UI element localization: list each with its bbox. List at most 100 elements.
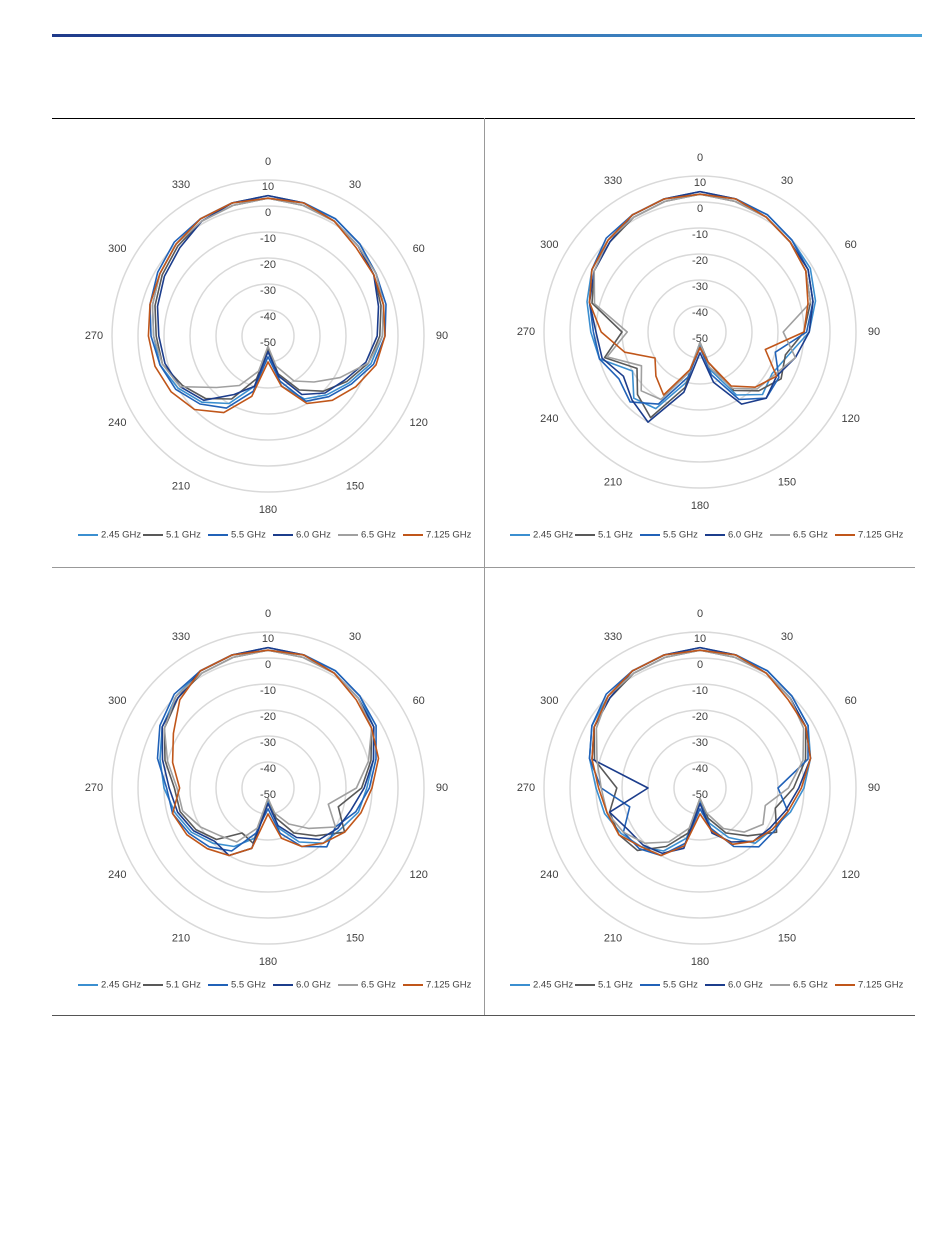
- legend-label: 5.5 GHz: [231, 530, 266, 541]
- series-line: [149, 194, 387, 409]
- theta-tick-label: 90: [436, 330, 448, 342]
- theta-tick-label: 210: [604, 933, 622, 945]
- legend-label: 5.1 GHz: [166, 530, 201, 541]
- r-tick-label: -30: [260, 737, 276, 749]
- r-tick-label: -10: [260, 685, 276, 697]
- grid-ring: [111, 631, 425, 945]
- r-tick-label: -50: [260, 337, 276, 349]
- theta-tick-label: 150: [346, 481, 364, 493]
- legend-label: 5.1 GHz: [598, 980, 633, 991]
- series-line: [588, 646, 809, 857]
- theta-tick-label: 330: [172, 179, 190, 191]
- theta-tick-label: 90: [868, 326, 880, 338]
- theta-tick-label: 330: [172, 631, 190, 643]
- theta-tick-label: 270: [517, 326, 535, 338]
- theta-tick-label: 300: [108, 243, 126, 255]
- grid-ring: [647, 279, 753, 385]
- legend-label: 6.5 GHz: [361, 980, 396, 991]
- theta-tick-label: 90: [868, 782, 880, 794]
- legend-label: 6.5 GHz: [793, 980, 828, 991]
- theta-tick-label: 30: [781, 175, 793, 187]
- legend-label: 7.125 GHz: [858, 530, 904, 541]
- theta-tick-label: 90: [436, 782, 448, 794]
- grid-ring: [137, 657, 399, 919]
- theta-tick-label: 0: [265, 608, 271, 620]
- r-tick-label: -30: [692, 737, 708, 749]
- r-tick-label: 0: [265, 207, 271, 219]
- grid-ring: [569, 657, 831, 919]
- header-rule: [52, 34, 922, 37]
- r-tick-label: 10: [262, 181, 274, 193]
- theta-tick-label: 180: [259, 956, 277, 968]
- legend-label: 5.1 GHz: [598, 530, 633, 541]
- theta-tick-label: 120: [410, 417, 428, 429]
- r-tick-label: 0: [697, 203, 703, 215]
- r-tick-label: -10: [692, 229, 708, 241]
- r-tick-label: 0: [697, 659, 703, 671]
- series-line: [591, 649, 812, 857]
- theta-tick-label: 150: [778, 477, 796, 489]
- theta-tick-label: 120: [842, 869, 860, 881]
- theta-tick-label: 240: [108, 417, 126, 429]
- grid-ring: [189, 709, 347, 867]
- legend-label: 6.0 GHz: [296, 980, 331, 991]
- r-tick-label: -30: [260, 285, 276, 297]
- series-line: [171, 649, 380, 857]
- theta-tick-label: 30: [349, 179, 361, 191]
- series-line: [147, 197, 386, 414]
- r-tick-label: -40: [692, 307, 708, 319]
- theta-tick-label: 180: [259, 504, 277, 516]
- theta-tick-label: 330: [604, 175, 622, 187]
- legend-label: 6.5 GHz: [793, 530, 828, 541]
- r-tick-label: 10: [262, 633, 274, 645]
- theta-tick-label: 300: [540, 239, 558, 251]
- theta-tick-label: 270: [85, 330, 103, 342]
- legend-label: 2.45 GHz: [533, 980, 573, 991]
- theta-tick-label: 0: [265, 156, 271, 168]
- legend-label: 6.0 GHz: [296, 530, 331, 541]
- r-tick-label: 10: [694, 177, 706, 189]
- theta-tick-label: 60: [413, 695, 425, 707]
- legend-label: 6.0 GHz: [728, 530, 763, 541]
- legend-label: 5.5 GHz: [663, 980, 698, 991]
- legend-label: 2.45 GHz: [533, 530, 573, 541]
- theta-tick-label: 150: [346, 933, 364, 945]
- r-tick-label: -20: [260, 259, 276, 271]
- legend-label: 5.5 GHz: [663, 530, 698, 541]
- legend-label: 2.45 GHz: [101, 530, 141, 541]
- r-tick-label: -40: [260, 763, 276, 775]
- theta-tick-label: 60: [845, 695, 857, 707]
- theta-tick-label: 240: [540, 413, 558, 425]
- theta-tick-label: 240: [540, 869, 558, 881]
- grid-ring: [163, 231, 373, 441]
- series-line: [156, 194, 380, 402]
- r-tick-label: -10: [260, 233, 276, 245]
- theta-tick-label: 210: [604, 477, 622, 489]
- legend-label: 5.5 GHz: [231, 980, 266, 991]
- grid-ring: [111, 179, 425, 493]
- theta-tick-label: 150: [778, 933, 796, 945]
- theta-tick-label: 270: [517, 782, 535, 794]
- grid-ring: [543, 631, 857, 945]
- r-tick-label: -20: [692, 711, 708, 723]
- r-tick-label: -50: [260, 789, 276, 801]
- theta-tick-label: 180: [691, 956, 709, 968]
- grid-ring: [543, 175, 857, 489]
- theta-tick-label: 330: [604, 631, 622, 643]
- theta-tick-label: 60: [413, 243, 425, 255]
- r-tick-label: -10: [692, 685, 708, 697]
- r-tick-label: -20: [692, 255, 708, 267]
- theta-tick-label: 180: [691, 500, 709, 512]
- r-tick-label: -40: [692, 763, 708, 775]
- theta-tick-label: 210: [172, 481, 190, 493]
- r-tick-label: -50: [692, 789, 708, 801]
- theta-tick-label: 60: [845, 239, 857, 251]
- legend-label: 6.5 GHz: [361, 530, 396, 541]
- theta-tick-label: 0: [697, 608, 703, 620]
- legend-label: 6.0 GHz: [728, 980, 763, 991]
- r-tick-label: -50: [692, 333, 708, 345]
- r-tick-label: 10: [694, 633, 706, 645]
- theta-tick-label: 210: [172, 933, 190, 945]
